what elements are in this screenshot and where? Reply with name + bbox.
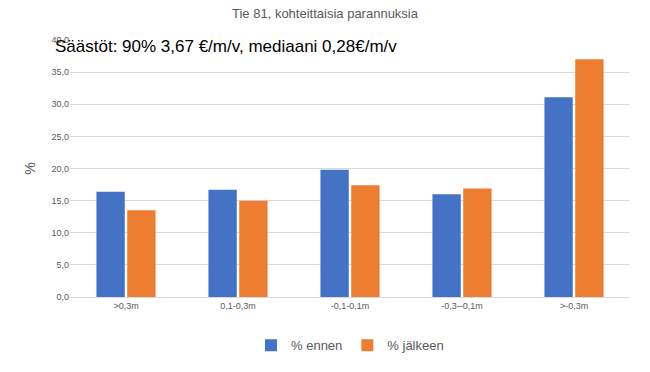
svg-text:0,0: 0,0 (56, 292, 69, 302)
svg-text:%: % (22, 162, 38, 174)
svg-text:% ennen: % ennen (291, 338, 342, 353)
svg-text:Tie 81, kohteittaisia parannuk: Tie 81, kohteittaisia parannuksia (232, 6, 419, 21)
svg-text:25,0: 25,0 (51, 132, 69, 142)
svg-text:Säästöt: 90% 3,67 €/m/v, media: Säästöt: 90% 3,67 €/m/v, mediaani 0,28€/… (55, 37, 397, 56)
svg-text:0,1-0,3m: 0,1-0,3m (220, 301, 256, 311)
svg-text:20,0: 20,0 (51, 164, 69, 174)
svg-text:30,0: 30,0 (51, 99, 69, 109)
svg-text:35,0: 35,0 (51, 67, 69, 77)
svg-text:40,0: 40,0 (51, 35, 69, 45)
svg-text:-0,3--0,1m: -0,3--0,1m (441, 301, 483, 311)
svg-text:15,0: 15,0 (51, 196, 69, 206)
svg-text:10,0: 10,0 (51, 228, 69, 238)
svg-text:-0,1-0,1m: -0,1-0,1m (331, 301, 370, 311)
svg-text:5,0: 5,0 (56, 260, 69, 270)
svg-text:% jälkeen: % jälkeen (387, 338, 443, 353)
svg-text:>0,3m: >0,3m (113, 301, 138, 311)
svg-text:>-0,3m: >-0,3m (560, 301, 588, 311)
